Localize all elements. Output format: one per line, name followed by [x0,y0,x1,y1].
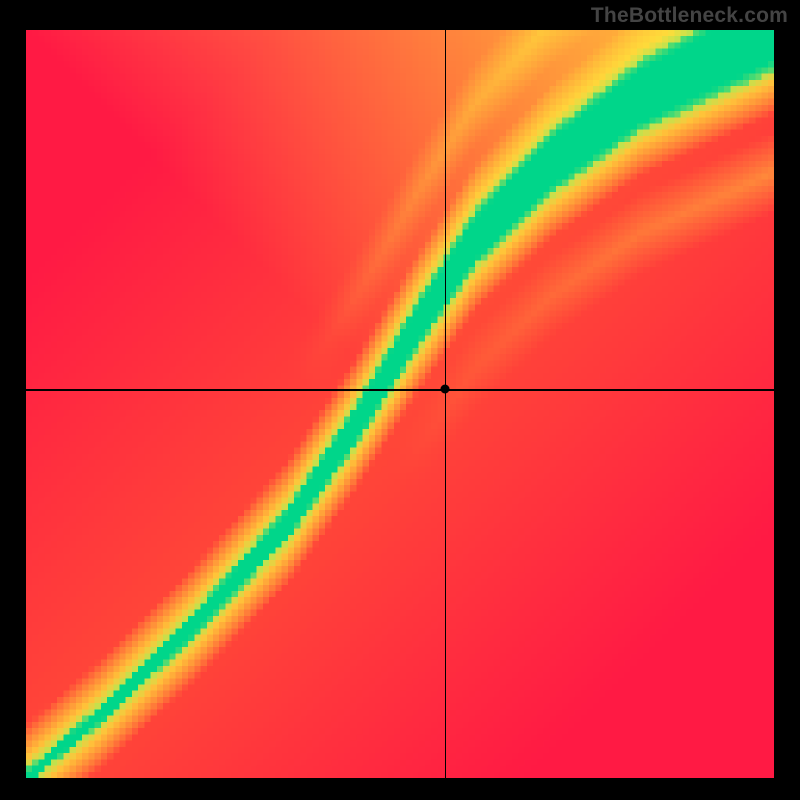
data-point-marker [440,385,449,394]
heatmap-canvas [26,30,774,778]
watermark-text: TheBottleneck.com [591,4,788,28]
heatmap-plot [26,30,774,778]
crosshair-horizontal [26,389,774,391]
crosshair-vertical [445,30,447,778]
